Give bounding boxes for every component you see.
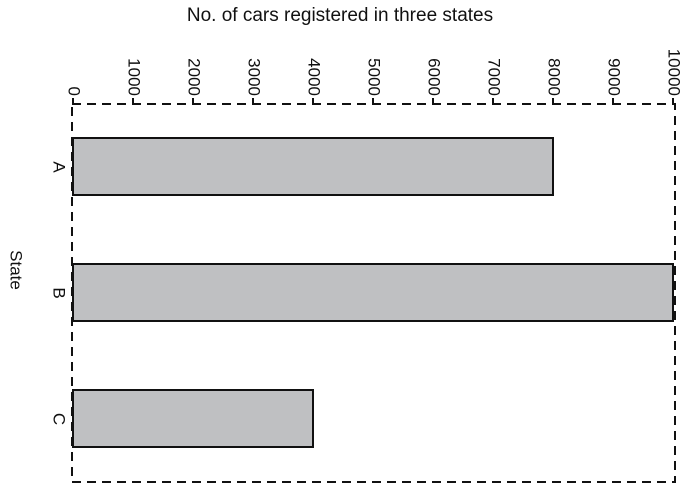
- bar: [72, 137, 554, 196]
- x-tick-label: 10000: [665, 49, 682, 96]
- x-tick-label: 5000: [365, 58, 384, 96]
- x-tick-label: 1000: [125, 58, 144, 96]
- x-tick-label: 2000: [185, 58, 204, 96]
- chart-title: No. of cars registered in three states: [187, 5, 493, 26]
- y-tick-label: A: [50, 161, 69, 173]
- x-tick-label: 6000: [425, 58, 444, 96]
- x-tick-label: 4000: [305, 58, 324, 96]
- y-tick-label: C: [50, 413, 69, 425]
- y-tick-label: B: [50, 287, 69, 298]
- bar: [72, 389, 314, 448]
- axis-label: State: [7, 250, 26, 290]
- x-tick-label: 8000: [545, 58, 564, 96]
- x-tick-label: 7000: [485, 58, 504, 96]
- x-tick-label: 9000: [605, 58, 624, 96]
- x-tick-label: 0: [65, 87, 84, 96]
- x-tick-label: 3000: [245, 58, 264, 96]
- bar: [72, 263, 674, 322]
